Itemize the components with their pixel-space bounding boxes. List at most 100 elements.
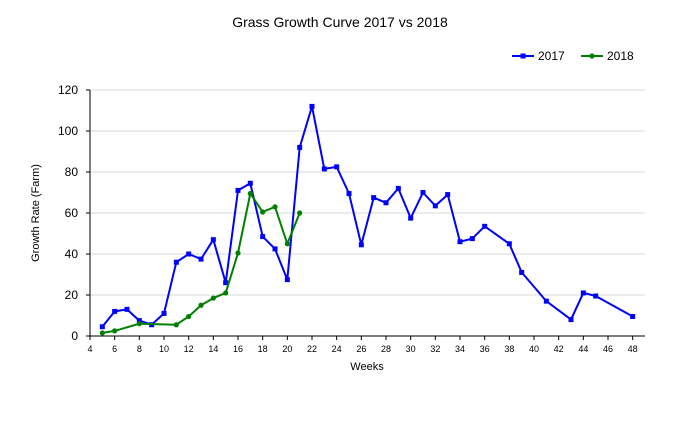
series-2017 bbox=[99, 103, 636, 330]
y-axis-ticks: 0 20 40 60 80 100 120 bbox=[58, 83, 90, 343]
series-line-2017 bbox=[101, 105, 634, 328]
data-point bbox=[223, 290, 229, 296]
data-point bbox=[568, 317, 574, 323]
data-point bbox=[371, 195, 377, 201]
x-tick-label: 8 bbox=[137, 344, 142, 354]
data-point bbox=[247, 180, 253, 186]
data-point bbox=[260, 234, 266, 240]
x-axis-label: Weeks bbox=[350, 361, 384, 373]
legend-label: 2018 bbox=[607, 49, 634, 63]
y-tick-label: 120 bbox=[58, 83, 78, 97]
data-point bbox=[223, 280, 229, 286]
series-line-2018 bbox=[102, 192, 301, 334]
gridlines bbox=[90, 89, 645, 296]
data-point bbox=[136, 318, 142, 324]
data-point bbox=[260, 209, 266, 215]
data-point bbox=[235, 250, 241, 256]
x-tick-label: 20 bbox=[282, 344, 292, 354]
x-tick-label: 10 bbox=[159, 344, 169, 354]
legend-label: 2017 bbox=[538, 49, 565, 63]
data-point bbox=[235, 187, 241, 193]
data-point bbox=[198, 256, 204, 262]
data-point bbox=[272, 204, 278, 210]
x-tick-label: 12 bbox=[184, 344, 194, 354]
data-point bbox=[186, 251, 192, 257]
data-point bbox=[186, 313, 192, 320]
data-point bbox=[383, 200, 389, 206]
data-point bbox=[173, 322, 179, 328]
data-point bbox=[112, 328, 118, 334]
data-point bbox=[358, 242, 364, 248]
data-point bbox=[482, 223, 488, 229]
data-point bbox=[284, 241, 290, 247]
x-tick-label: 22 bbox=[307, 344, 317, 354]
x-tick-label: 4 bbox=[87, 344, 92, 354]
data-point bbox=[297, 210, 303, 216]
data-point bbox=[395, 185, 401, 191]
data-point bbox=[593, 293, 599, 299]
x-tick-label: 44 bbox=[578, 344, 588, 354]
data-point bbox=[161, 310, 167, 316]
data-point bbox=[580, 290, 586, 296]
legend-item-2017: 2017 bbox=[512, 49, 565, 63]
x-tick-label: 40 bbox=[529, 344, 539, 354]
x-tick-label: 32 bbox=[430, 344, 440, 354]
data-point bbox=[445, 192, 451, 198]
x-tick-label: 6 bbox=[112, 344, 117, 354]
data-point bbox=[247, 190, 253, 197]
data-point bbox=[543, 298, 549, 304]
data-point bbox=[99, 324, 105, 330]
x-tick-label: 18 bbox=[258, 344, 268, 354]
data-point bbox=[112, 308, 118, 314]
x-tick-label: 34 bbox=[455, 344, 465, 354]
x-tick-label: 30 bbox=[406, 344, 416, 354]
data-point bbox=[408, 215, 414, 221]
x-tick-label: 38 bbox=[504, 344, 514, 354]
data-point bbox=[321, 166, 327, 172]
x-tick-label: 16 bbox=[233, 344, 243, 354]
data-point bbox=[272, 246, 278, 252]
y-tick-label: 40 bbox=[65, 247, 79, 261]
y-tick-label: 60 bbox=[65, 206, 79, 220]
data-point bbox=[457, 239, 463, 245]
data-point bbox=[284, 277, 290, 283]
data-point bbox=[519, 269, 525, 275]
x-tick-label: 36 bbox=[480, 344, 490, 354]
data-point bbox=[506, 241, 512, 247]
data-point bbox=[309, 103, 315, 109]
data-point bbox=[297, 144, 303, 150]
data-point bbox=[334, 164, 340, 170]
y-tick-label: 20 bbox=[65, 288, 79, 302]
legend-item-2018: 2018 bbox=[581, 49, 634, 63]
data-point bbox=[432, 203, 438, 209]
y-tick-label: 0 bbox=[71, 329, 78, 343]
y-tick-label: 100 bbox=[58, 124, 78, 138]
data-point bbox=[198, 302, 204, 308]
x-tick-label: 46 bbox=[603, 344, 613, 354]
x-tick-label: 28 bbox=[381, 344, 391, 354]
data-point bbox=[173, 259, 179, 265]
y-tick-label: 80 bbox=[65, 165, 79, 179]
data-point bbox=[210, 295, 216, 301]
series-2018 bbox=[99, 190, 303, 336]
x-tick-label: 48 bbox=[628, 344, 638, 354]
data-point bbox=[420, 190, 426, 195]
series-layer bbox=[99, 103, 636, 336]
data-point bbox=[346, 191, 352, 197]
chart-title: Grass Growth Curve 2017 vs 2018 bbox=[232, 14, 448, 30]
x-tick-label: 24 bbox=[332, 344, 342, 354]
data-point bbox=[99, 330, 105, 336]
data-point bbox=[210, 237, 216, 243]
data-point bbox=[136, 321, 142, 327]
y-axis-label: Growth Rate (Farm) bbox=[30, 164, 42, 262]
x-tick-label: 26 bbox=[356, 344, 366, 354]
legend-swatch-marker bbox=[520, 53, 526, 59]
x-axis-ticks: 4 6 8 10 12 14 16 18 20 22 24 26 28 30 32 34 36 38 40 42 44 4… bbox=[87, 336, 638, 354]
x-tick-label: 14 bbox=[208, 344, 218, 354]
legend-swatch-marker bbox=[589, 53, 595, 59]
data-point bbox=[630, 314, 636, 320]
legend: 2017 2018 bbox=[512, 49, 634, 63]
data-point bbox=[124, 306, 130, 312]
